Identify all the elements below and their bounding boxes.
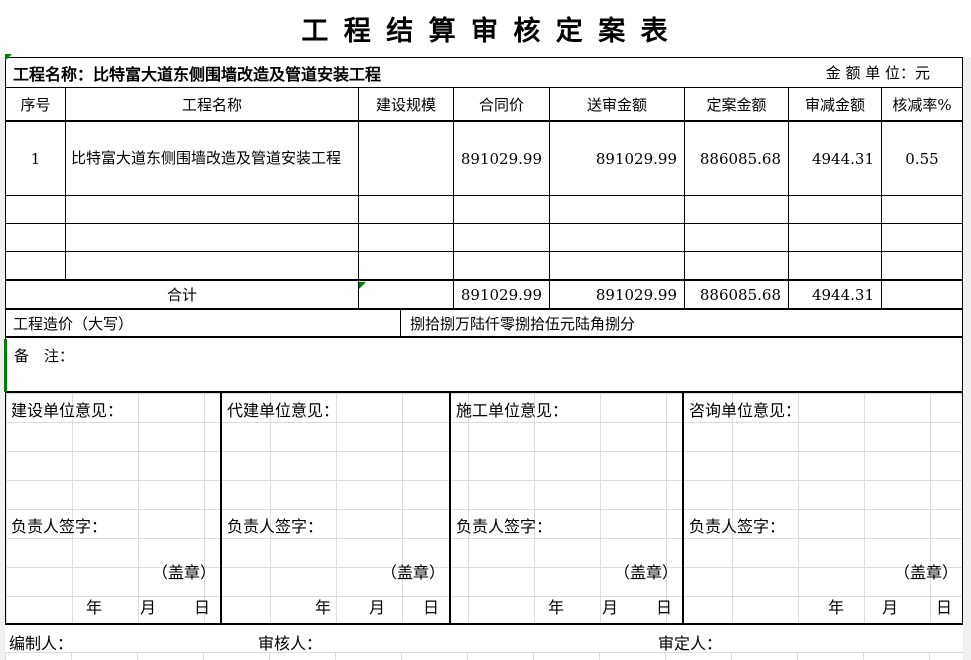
amount-unit-label: 金 额 单 位：元 (825, 64, 930, 82)
green-marker-bar (4, 339, 7, 392)
cell-finalized-amount[interactable] (685, 224, 789, 251)
cell-finalized-amount[interactable]: 886085.68 (685, 122, 789, 195)
header-finalized-amount[interactable]: 定案金额 (685, 88, 789, 120)
header-submitted-amount[interactable]: 送审金额 (550, 88, 685, 120)
cell-seq[interactable] (6, 224, 66, 251)
seal-label: （盖章） (151, 563, 216, 582)
opinion-title: 建设单位意见： (11, 401, 124, 420)
cell-reduced-amount[interactable] (789, 224, 882, 251)
amount-words-row: 工程造价（大写） 捌拾捌万陆仟零捌拾伍元陆角捌分 (5, 310, 963, 338)
error-indicator-icon (5, 54, 12, 61)
date-placeholder: 年 月 日 (85, 598, 212, 617)
table-header-row: 序号 工程名称 建设规模 合同价 送审金额 定案金额 审减金额 核减率% (5, 88, 963, 122)
signature-label: 负责人签字： (11, 517, 108, 536)
total-reduced-amount[interactable]: 4944.31 (789, 281, 882, 308)
footer-row: 编制人： 审核人： 审定人： (5, 625, 963, 653)
opinion-title: 咨询单位意见： (689, 401, 802, 420)
date-placeholder: 年 月 日 (314, 598, 441, 617)
amount-words-label[interactable]: 工程造价（大写） (6, 310, 401, 336)
cell-submitted-amount[interactable] (550, 196, 685, 223)
cell-project-name[interactable] (66, 224, 359, 251)
project-name-row[interactable]: 工程名称：比特富大道东侧围墙改造及管道安装工程 金 额 单 位：元 (5, 57, 963, 88)
cell-scale[interactable] (359, 224, 454, 251)
seal-label: （盖章） (893, 563, 958, 582)
cell-contract-price[interactable] (454, 196, 550, 223)
opinion-title: 施工单位意见： (456, 401, 569, 420)
header-contract-price[interactable]: 合同价 (454, 88, 550, 120)
footer-preparer-label[interactable]: 编制人： (9, 634, 74, 653)
cell-scale[interactable] (359, 122, 454, 195)
cell-contract-price[interactable]: 891029.99 (454, 122, 550, 195)
header-reduced-amount[interactable]: 审减金额 (789, 88, 882, 120)
total-reduction-rate[interactable] (882, 281, 962, 308)
project-name-label: 工程名称：比特富大道东侧围墙改造及管道安装工程 (13, 64, 382, 84)
cell-finalized-amount[interactable] (685, 196, 789, 223)
table-row (5, 196, 963, 224)
page-title: 工 程 结 算 审 核 定 案 表 (301, 16, 670, 47)
cell-reduced-amount[interactable]: 4944.31 (789, 122, 882, 195)
header-scale[interactable]: 建设规模 (359, 88, 454, 120)
cell-submitted-amount[interactable] (550, 252, 685, 279)
cell-project-name[interactable] (66, 252, 359, 279)
settlement-table: 工程名称：比特富大道东侧围墙改造及管道安装工程 金 额 单 位：元 序号 工程名… (5, 57, 963, 393)
cell-reduction-rate[interactable] (882, 224, 962, 251)
remarks-row: 备 注： (5, 338, 963, 393)
cell-reduction-rate[interactable]: 0.55 (905, 149, 939, 168)
header-reduction-rate[interactable]: 核减率% (892, 95, 952, 114)
total-contract-price[interactable]: 891029.99 (454, 281, 550, 308)
cell-submitted-amount[interactable]: 891029.99 (550, 122, 685, 195)
table-row (5, 224, 963, 252)
error-indicator-icon (359, 282, 366, 289)
opinion-section-agent-unit[interactable]: 代建单位意见： 负责人签字： （盖章） 年 月 日 (222, 393, 451, 623)
cell-seq[interactable] (6, 196, 66, 223)
table-row (5, 252, 963, 281)
total-finalized-amount[interactable]: 886085.68 (685, 281, 789, 308)
signature-label: 负责人签字： (456, 517, 553, 536)
seal-label: （盖章） (613, 563, 678, 582)
date-placeholder: 年 月 日 (547, 598, 674, 617)
header-seq[interactable]: 序号 (6, 88, 66, 120)
seal-label: （盖章） (380, 563, 445, 582)
cell-seq[interactable] (6, 252, 66, 279)
cell-seq[interactable]: 1 (6, 122, 66, 195)
cell-reduced-amount[interactable] (789, 196, 882, 223)
cell-reduction-rate[interactable] (882, 252, 962, 279)
cell-reduced-amount[interactable] (789, 252, 882, 279)
opinion-title: 代建单位意见： (227, 401, 340, 420)
date-placeholder: 年 月 日 (827, 598, 954, 617)
cell-project-name[interactable] (66, 196, 359, 223)
footer-reviewer-label[interactable]: 审核人： (258, 634, 323, 653)
title-band: 工 程 结 算 审 核 定 案 表 (0, 0, 971, 57)
cell-contract-price[interactable] (454, 252, 550, 279)
total-submitted-amount[interactable]: 891029.99 (550, 281, 685, 308)
cell-scale[interactable] (359, 196, 454, 223)
table-row: 1 比特富大道东侧围墙改造及管道安装工程 891029.99 891029.99… (5, 122, 963, 196)
cell-submitted-amount[interactable] (550, 224, 685, 251)
cell-scale[interactable] (359, 252, 454, 279)
amount-words-value[interactable]: 捌拾捌万陆仟零捌拾伍元陆角捌分 (410, 314, 636, 333)
opinion-boxes: 建设单位意见： 负责人签字： （盖章） 年 月 日 代建单位意见： 负责人签字：… (5, 393, 963, 625)
opinion-section-consultant-unit[interactable]: 咨询单位意见： 负责人签字： （盖章） 年 月 日 (684, 393, 962, 623)
cell-finalized-amount[interactable] (685, 252, 789, 279)
header-project-name[interactable]: 工程名称 (66, 88, 359, 120)
signature-label: 负责人签字： (227, 517, 324, 536)
opinion-section-construction-unit[interactable]: 建设单位意见： 负责人签字： （盖章） 年 月 日 (6, 393, 222, 623)
footer-approver-label[interactable]: 审定人： (658, 634, 723, 653)
spreadsheet-grid-strip (5, 652, 963, 660)
cell-project-name[interactable]: 比特富大道东侧围墙改造及管道安装工程 (66, 122, 359, 195)
cell-contract-price[interactable] (454, 224, 550, 251)
remarks-label[interactable]: 备 注： (14, 347, 75, 365)
total-row: 合计 891029.99 891029.99 886085.68 4944.31 (5, 281, 963, 310)
total-label-cell[interactable]: 合计 (6, 281, 359, 308)
opinion-section-contractor-unit[interactable]: 施工单位意见： 负责人签字： （盖章） 年 月 日 (451, 393, 684, 623)
cell-reduction-rate[interactable] (882, 196, 962, 223)
signature-label: 负责人签字： (689, 517, 786, 536)
total-scale-cell[interactable] (359, 281, 454, 308)
